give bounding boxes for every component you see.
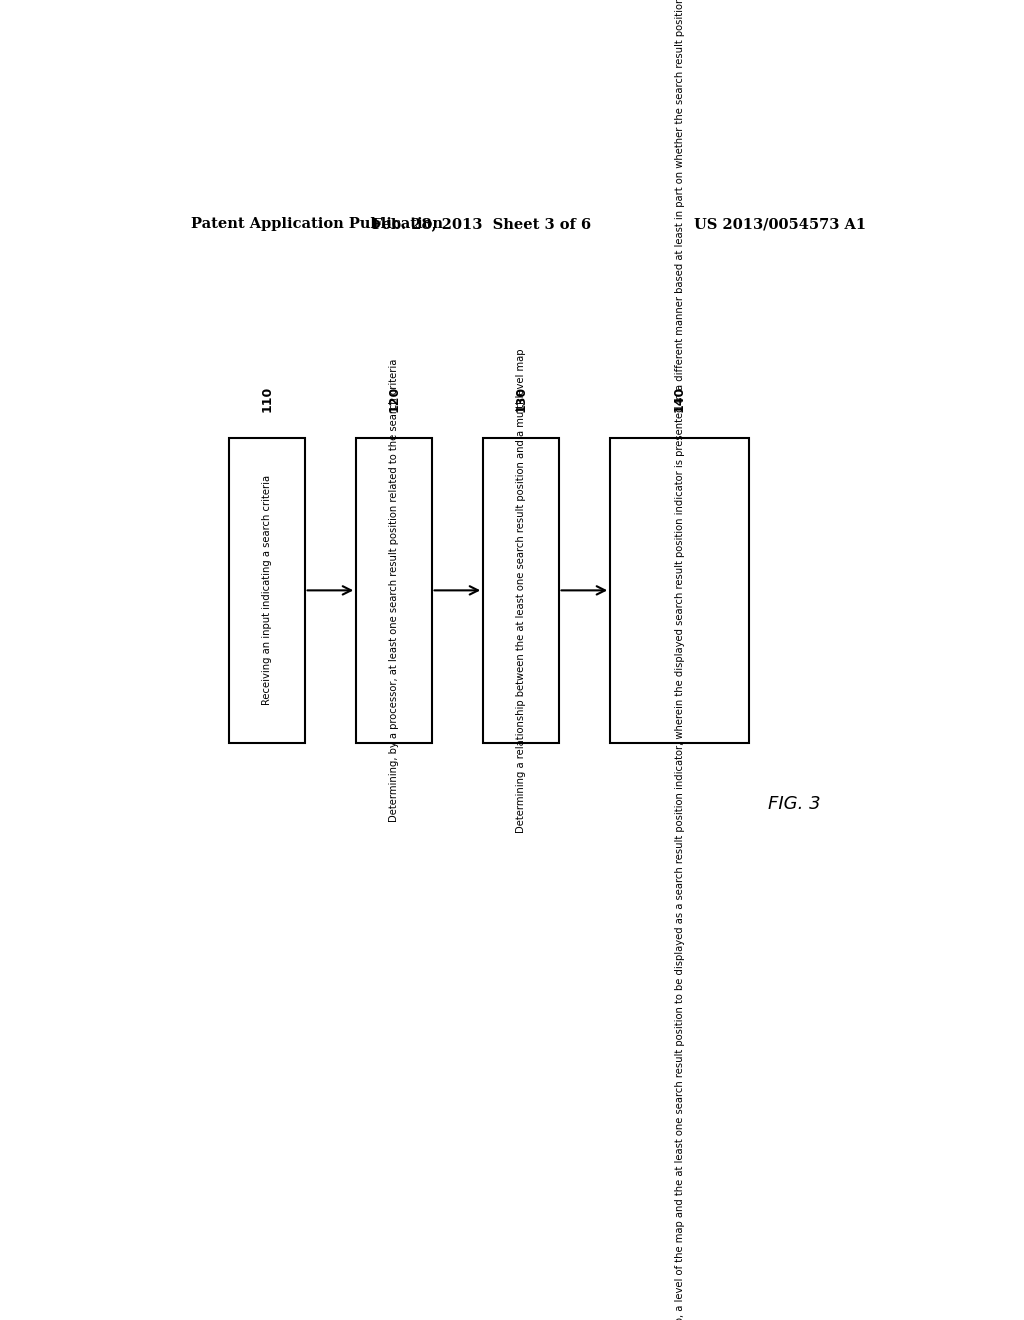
- Text: 140: 140: [673, 387, 686, 412]
- Bar: [483, 438, 558, 743]
- Text: 110: 110: [260, 387, 273, 412]
- Bar: [610, 438, 749, 743]
- Text: FIG. 3: FIG. 3: [768, 795, 821, 813]
- Text: Causing, based at least in part on the relationship, a level of the map and the : Causing, based at least in part on the r…: [675, 0, 685, 1320]
- Bar: [229, 438, 304, 743]
- Text: 120: 120: [387, 387, 400, 412]
- Bar: [356, 438, 431, 743]
- Text: 130: 130: [514, 387, 527, 412]
- Text: Patent Application Publication: Patent Application Publication: [191, 218, 443, 231]
- Text: Feb. 28, 2013  Sheet 3 of 6: Feb. 28, 2013 Sheet 3 of 6: [372, 218, 591, 231]
- Text: Determining, by a processor, at least one search result position related to the : Determining, by a processor, at least on…: [389, 359, 399, 822]
- Text: Receiving an input indicating a search criteria: Receiving an input indicating a search c…: [262, 475, 272, 705]
- Text: US 2013/0054573 A1: US 2013/0054573 A1: [694, 218, 866, 231]
- Text: Determining a relationship between the at least one search result position and a: Determining a relationship between the a…: [516, 348, 526, 833]
